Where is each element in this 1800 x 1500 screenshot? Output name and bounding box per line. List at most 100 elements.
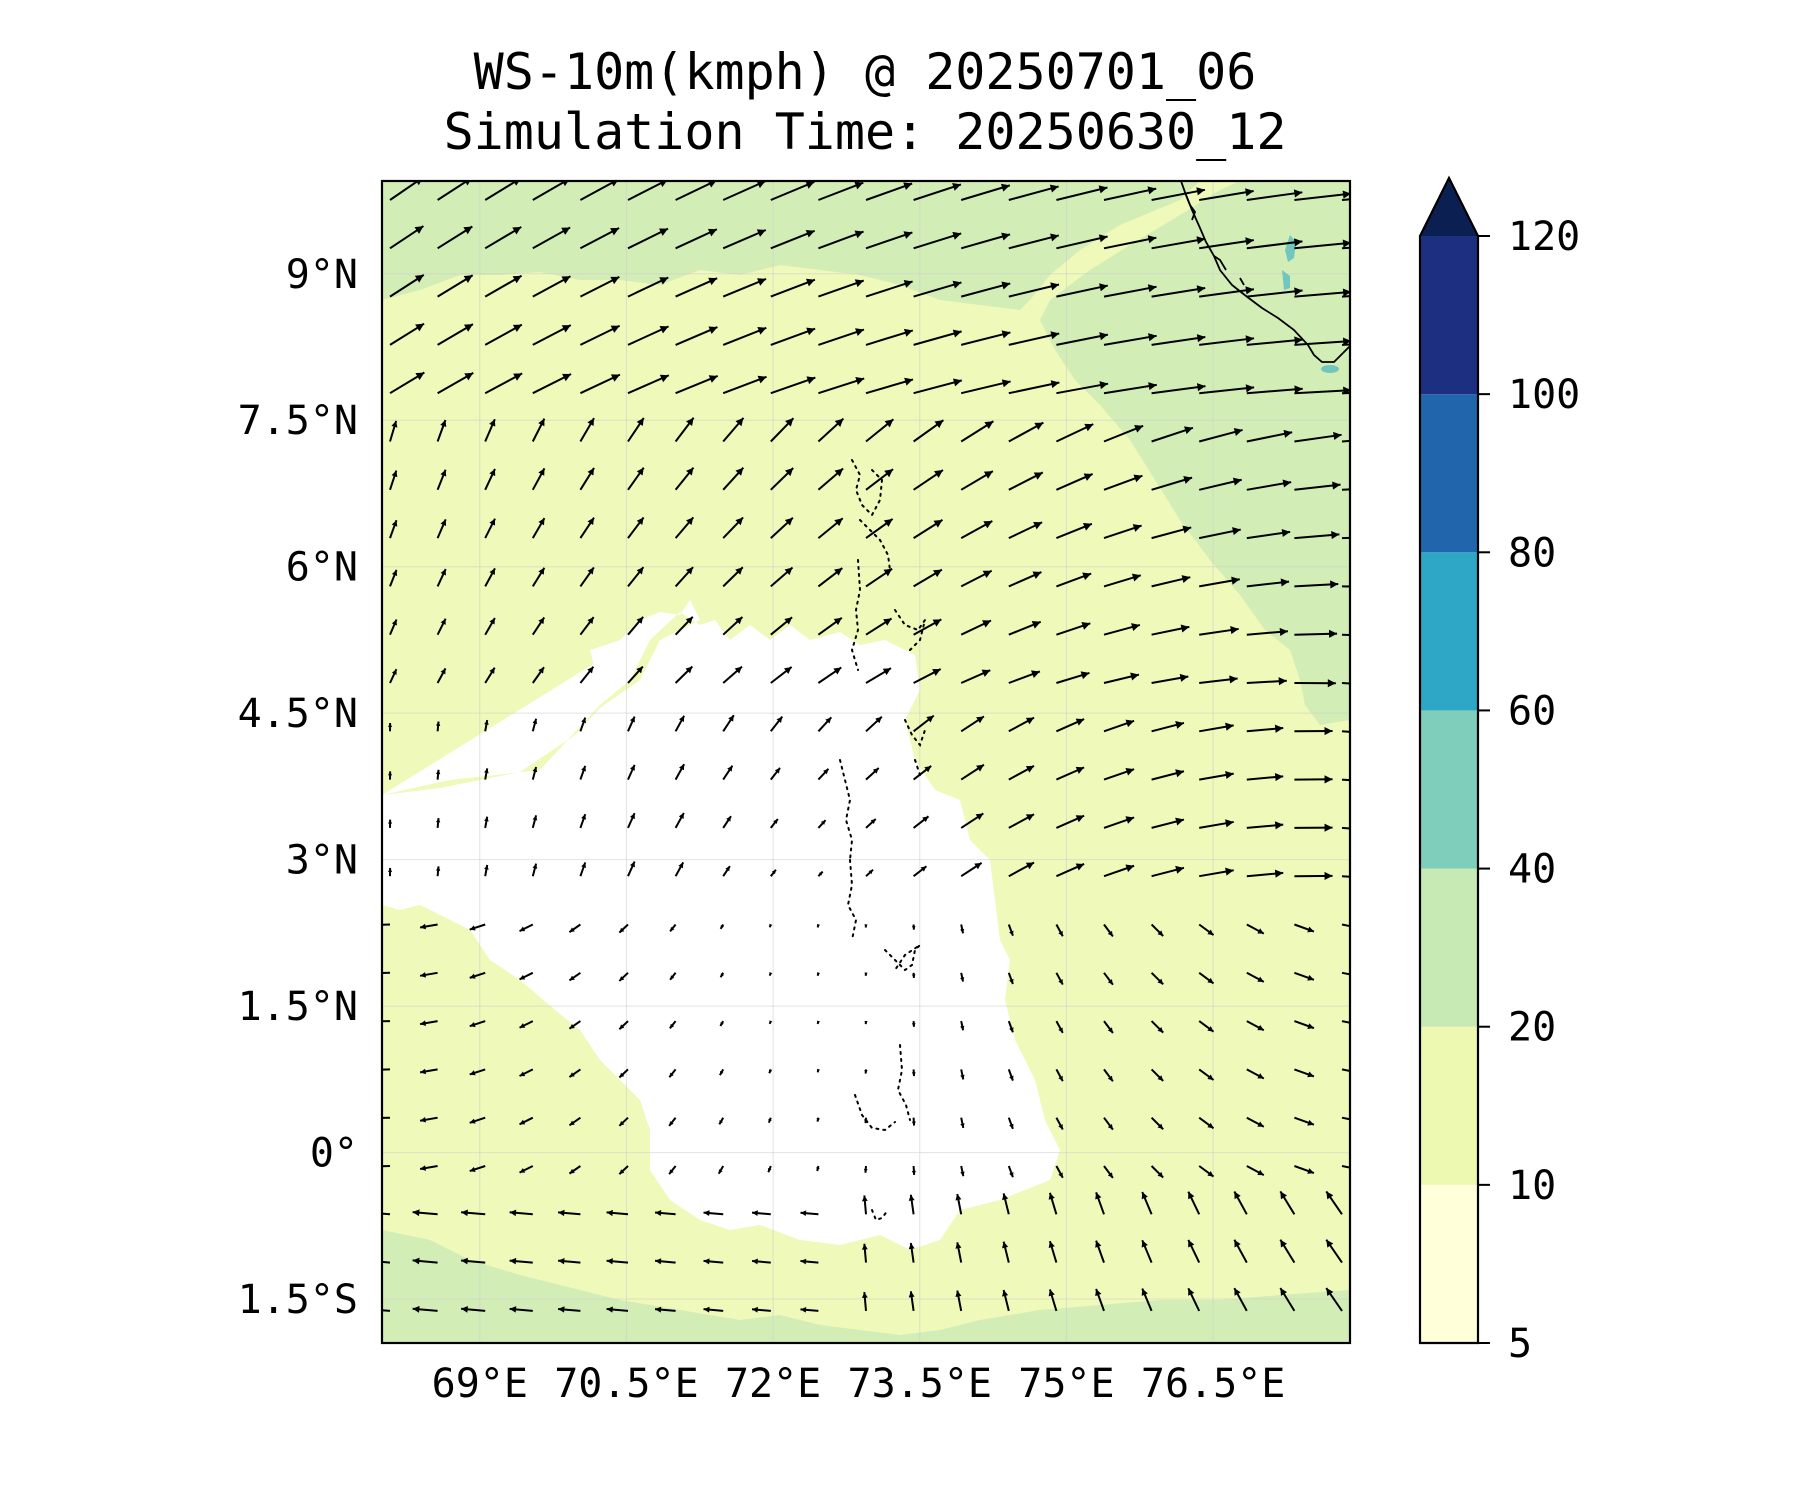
wind-arrow — [718, 1117, 725, 1125]
wind-arrow — [1294, 923, 1315, 933]
wind-arrow — [618, 1020, 629, 1030]
wind-arrow — [1056, 234, 1108, 250]
wind-arrow — [960, 619, 992, 636]
wind-arrow — [770, 376, 816, 395]
wind-arrow — [509, 1257, 533, 1265]
wind-arrow — [1294, 288, 1350, 298]
wind-arrow — [436, 469, 447, 491]
wind-arrow — [435, 721, 441, 732]
wind-arrow — [484, 518, 496, 539]
wind-arrow — [557, 1258, 581, 1265]
wind-arrow — [484, 617, 496, 636]
wind-arrow — [1187, 1239, 1201, 1264]
wind-arrow — [579, 765, 587, 780]
wind-arrow — [1151, 720, 1185, 733]
wind-arrow — [579, 417, 595, 443]
wind-arrow — [1198, 971, 1215, 985]
wind-arrow — [1056, 185, 1108, 201]
wind-arrow — [1103, 767, 1135, 781]
wind-arrow — [770, 517, 794, 539]
wind-arrow — [1246, 189, 1303, 201]
zone-calm-region — [382, 600, 1060, 1250]
wind-arrow — [627, 325, 669, 346]
wind-arrow — [1198, 1165, 1215, 1178]
wind-arrow — [461, 1209, 486, 1217]
wind-arrow — [817, 716, 833, 732]
wind-arrow — [1246, 869, 1284, 878]
wind-arrow — [389, 519, 398, 539]
wind-arrow — [960, 1117, 965, 1129]
wind-arrow — [627, 417, 645, 443]
wind-arrow — [1008, 331, 1060, 346]
wind-arrow — [1325, 1239, 1343, 1264]
wind-arrow — [960, 715, 985, 733]
wind-arrow — [1103, 1117, 1114, 1131]
longitude-axis: 69°E 70.5°E 72°E 73.5°E 75°E 76.5°E — [432, 1361, 1286, 1407]
wind-arrow — [469, 1068, 486, 1076]
wind-arrow — [1151, 285, 1206, 298]
wind-arrow — [568, 1068, 581, 1078]
wind-arrow — [1151, 476, 1193, 491]
wind-arrow — [437, 225, 473, 250]
wind-arrow — [579, 566, 595, 587]
colorbar-segment — [1420, 868, 1478, 1027]
wind-arrow — [1008, 765, 1035, 781]
wind-arrow — [960, 1020, 965, 1031]
wind-arrow — [960, 330, 1011, 346]
wind-arrow — [1056, 671, 1090, 684]
wind-arrow — [767, 1117, 772, 1124]
colorbar-tick-label: 40 — [1508, 847, 1556, 893]
wind-arrow — [911, 1021, 916, 1027]
wind-arrow — [579, 717, 587, 732]
wind-arrow — [722, 616, 744, 636]
colorbar-segment — [1420, 1184, 1478, 1343]
atoll-addu-2 — [871, 1209, 889, 1222]
wind-arrow — [389, 322, 425, 346]
wind-arrow — [1199, 384, 1255, 395]
wind-arrow — [1103, 864, 1135, 878]
wind-arrow — [469, 1020, 486, 1028]
wind-arrow — [531, 517, 546, 539]
wind-arrow — [531, 718, 538, 732]
wind-arrow — [484, 323, 523, 346]
wind-arrow — [722, 665, 743, 684]
wind-arrow — [532, 275, 571, 298]
wind-arrow — [1150, 1068, 1164, 1082]
wind-arrow — [519, 1116, 534, 1126]
colorbar-tick-label: 20 — [1508, 1005, 1556, 1051]
wind-arrow — [912, 765, 932, 781]
wind-arrow — [722, 229, 767, 250]
wind-arrow — [722, 417, 745, 443]
wind-arrow — [960, 972, 965, 982]
wind-arrow — [388, 867, 393, 877]
wind-arrow — [1294, 726, 1333, 736]
wind-arrow — [469, 1116, 486, 1124]
wind-arrow — [484, 468, 496, 491]
wind-arrow — [1279, 1239, 1296, 1264]
wind-arrow — [532, 181, 569, 201]
wind-arrow — [865, 716, 883, 733]
wind-arrow — [382, 1068, 391, 1071]
colorbar-tick-label: 100 — [1508, 372, 1580, 418]
wind-arrow — [912, 815, 930, 829]
wind-arrow — [1141, 1239, 1153, 1263]
colorbar-tick-label: 120 — [1508, 214, 1580, 260]
wind-arrow — [1151, 817, 1185, 829]
wind-arrow — [960, 812, 984, 829]
wind-arrow — [627, 812, 636, 829]
wind-arrow — [817, 417, 845, 443]
wind-arrow — [911, 1165, 916, 1176]
wind-arrow — [960, 420, 994, 443]
wind-arrow — [911, 924, 916, 930]
wind-arrow — [817, 666, 842, 684]
wind-arrow — [579, 324, 621, 346]
wind-arrow — [568, 923, 581, 933]
wind-arrow — [1002, 1241, 1010, 1263]
wind-arrow — [1294, 580, 1339, 589]
wind-arrow — [955, 1193, 963, 1215]
atoll-north-2 — [859, 519, 891, 571]
wind-arrow — [770, 229, 816, 250]
wind-arrow — [382, 971, 391, 974]
wind-arrow — [1055, 423, 1094, 443]
wind-arrow — [484, 226, 522, 250]
